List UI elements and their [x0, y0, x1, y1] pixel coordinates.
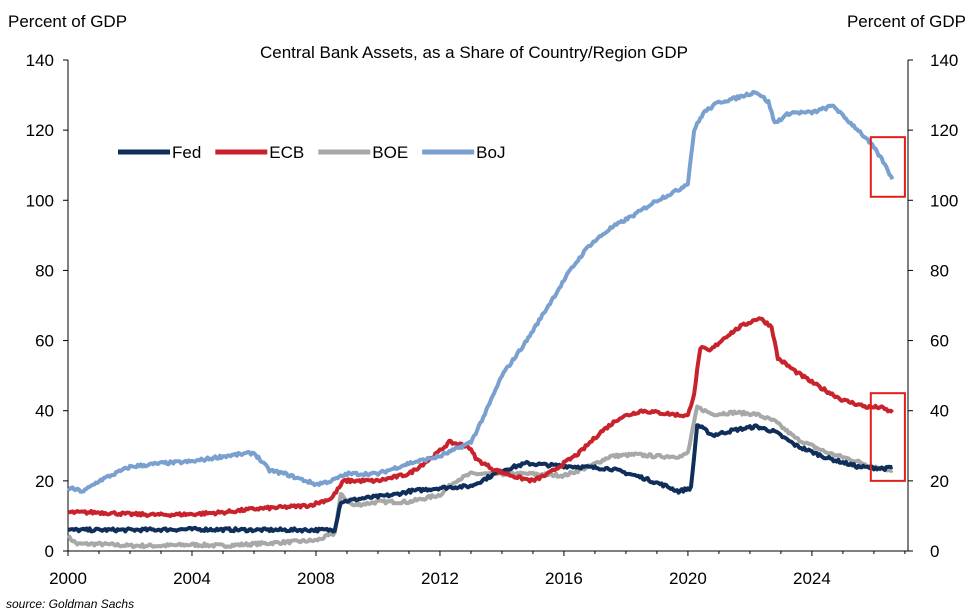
x-tick-label: 2004	[173, 569, 211, 588]
y-tick-label-left: 40	[35, 402, 54, 421]
y-tick-label-left: 100	[26, 191, 54, 210]
x-tick-label: 2012	[421, 569, 459, 588]
y-tick-label-right: 60	[930, 332, 949, 351]
x-tick-label: 2016	[545, 569, 583, 588]
y-tick-label-right: 40	[930, 402, 949, 421]
legend-label-fed: Fed	[172, 143, 201, 162]
legend-label-boe: BOE	[372, 143, 408, 162]
x-tick-label: 2020	[669, 569, 707, 588]
y-tick-label-right: 140	[930, 51, 958, 70]
series-layer	[66, 90, 895, 550]
legend-label-boj: BoJ	[476, 143, 505, 162]
series-line-boe	[66, 404, 894, 550]
y-tick-label-right: 20	[930, 472, 949, 491]
legend-label-ecb: ECB	[269, 143, 304, 162]
y-tick-label-left: 60	[35, 332, 54, 351]
y-tick-label-left: 140	[26, 51, 54, 70]
x-tick-label: 2000	[49, 569, 87, 588]
y-tick-label-left: 120	[26, 121, 54, 140]
y-tick-label-right: 100	[930, 191, 958, 210]
series-line-ecb	[67, 316, 894, 519]
source-note: source: Goldman Sachs	[6, 597, 134, 611]
series-line-boj	[66, 90, 895, 494]
x-tick-label: 2008	[297, 569, 335, 588]
annotation-layer	[869, 136, 906, 482]
y-tick-label-left: 80	[35, 261, 54, 280]
legend: Fed ECB BOE BoJ	[118, 143, 505, 162]
x-tick-label: 2024	[793, 569, 831, 588]
highlight-box-1	[869, 136, 906, 198]
y-tick-label-right: 0	[930, 542, 939, 561]
y-tick-label-right: 80	[930, 261, 949, 280]
y-tick-label-left: 0	[45, 542, 54, 561]
y-tick-label-right: 120	[930, 121, 958, 140]
highlight-box-2	[869, 392, 906, 482]
y-axis-label-left: Percent of GDP	[8, 12, 127, 31]
y-tick-label-left: 20	[35, 472, 54, 491]
series-line-fed	[67, 423, 894, 534]
chart-title: Central Bank Assets, as a Share of Count…	[260, 43, 688, 62]
y-axis-label-right: Percent of GDP	[847, 12, 966, 31]
